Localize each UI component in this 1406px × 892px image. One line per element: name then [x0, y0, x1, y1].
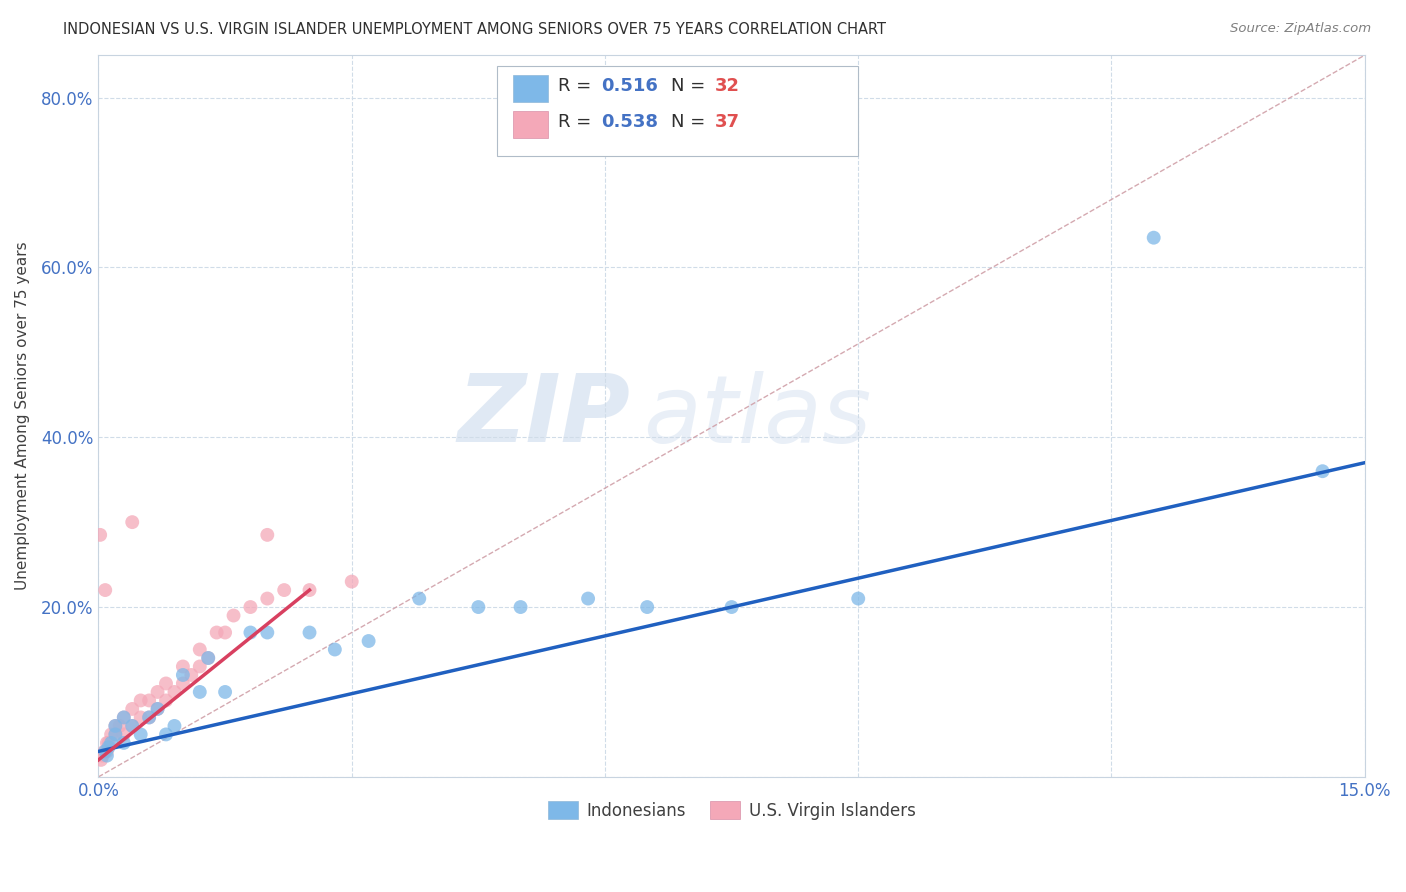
Point	[91, 748, 114, 763]
Point	[188, 659, 211, 673]
Point	[121, 719, 143, 733]
Point	[408, 591, 430, 606]
Point	[1312, 464, 1334, 478]
Point	[104, 719, 127, 733]
Point	[256, 528, 278, 542]
Point	[576, 591, 599, 606]
Point	[129, 727, 152, 741]
Text: R =: R =	[558, 113, 598, 131]
Point	[96, 748, 118, 763]
Point	[205, 625, 228, 640]
Point	[94, 583, 117, 598]
Point	[97, 740, 120, 755]
Point	[138, 710, 160, 724]
Point	[100, 736, 122, 750]
Point	[121, 702, 143, 716]
Point	[467, 600, 489, 615]
Point	[146, 702, 169, 716]
Point	[100, 727, 122, 741]
Point	[188, 685, 211, 699]
Point	[96, 736, 118, 750]
Point	[108, 719, 131, 733]
Point	[298, 625, 321, 640]
Point	[172, 659, 194, 673]
Point	[163, 685, 186, 699]
Point	[112, 727, 135, 741]
Point	[256, 625, 278, 640]
Point	[846, 591, 869, 606]
Point	[340, 574, 363, 589]
Point	[112, 710, 135, 724]
Text: ZIP: ZIP	[457, 370, 630, 462]
Text: 32: 32	[716, 78, 740, 95]
Point	[121, 719, 143, 733]
Point	[172, 668, 194, 682]
Point	[89, 528, 111, 542]
Point	[155, 676, 177, 690]
Text: N =: N =	[671, 78, 711, 95]
Point	[720, 600, 742, 615]
Text: 37: 37	[716, 113, 740, 131]
Point	[214, 625, 236, 640]
Point	[163, 719, 186, 733]
Point	[180, 668, 202, 682]
Point	[93, 744, 115, 758]
Point	[97, 736, 120, 750]
Point	[146, 702, 169, 716]
Point	[239, 625, 262, 640]
Point	[112, 736, 135, 750]
Point	[129, 693, 152, 707]
Text: N =: N =	[671, 113, 711, 131]
Text: 0.516: 0.516	[602, 78, 658, 95]
Point	[138, 693, 160, 707]
Point	[104, 719, 127, 733]
Point	[222, 608, 245, 623]
FancyBboxPatch shape	[513, 75, 548, 102]
Point	[188, 642, 211, 657]
Point	[357, 634, 380, 648]
Point	[509, 600, 531, 615]
Point	[104, 727, 127, 741]
Point	[172, 676, 194, 690]
Legend: Indonesians, U.S. Virgin Islanders: Indonesians, U.S. Virgin Islanders	[541, 795, 922, 826]
Point	[1143, 230, 1166, 244]
FancyBboxPatch shape	[498, 66, 858, 156]
Point	[239, 600, 262, 615]
Point	[104, 727, 127, 741]
Text: atlas: atlas	[643, 370, 872, 461]
Point	[155, 693, 177, 707]
Point	[138, 710, 160, 724]
Point	[273, 583, 295, 598]
Point	[112, 710, 135, 724]
Point	[94, 744, 117, 758]
Y-axis label: Unemployment Among Seniors over 75 years: Unemployment Among Seniors over 75 years	[15, 242, 30, 591]
Point	[155, 727, 177, 741]
Point	[214, 685, 236, 699]
Point	[129, 710, 152, 724]
Point	[90, 753, 112, 767]
Text: INDONESIAN VS U.S. VIRGIN ISLANDER UNEMPLOYMENT AMONG SENIORS OVER 75 YEARS CORR: INDONESIAN VS U.S. VIRGIN ISLANDER UNEMP…	[63, 22, 886, 37]
Point	[636, 600, 658, 615]
FancyBboxPatch shape	[513, 111, 548, 138]
Point	[96, 744, 118, 758]
Point	[197, 651, 219, 665]
Text: 0.538: 0.538	[602, 113, 658, 131]
Text: Source: ZipAtlas.com: Source: ZipAtlas.com	[1230, 22, 1371, 36]
Point	[323, 642, 346, 657]
Point	[121, 515, 143, 529]
Text: R =: R =	[558, 78, 598, 95]
Point	[298, 583, 321, 598]
Point	[146, 685, 169, 699]
Point	[197, 651, 219, 665]
Point	[256, 591, 278, 606]
